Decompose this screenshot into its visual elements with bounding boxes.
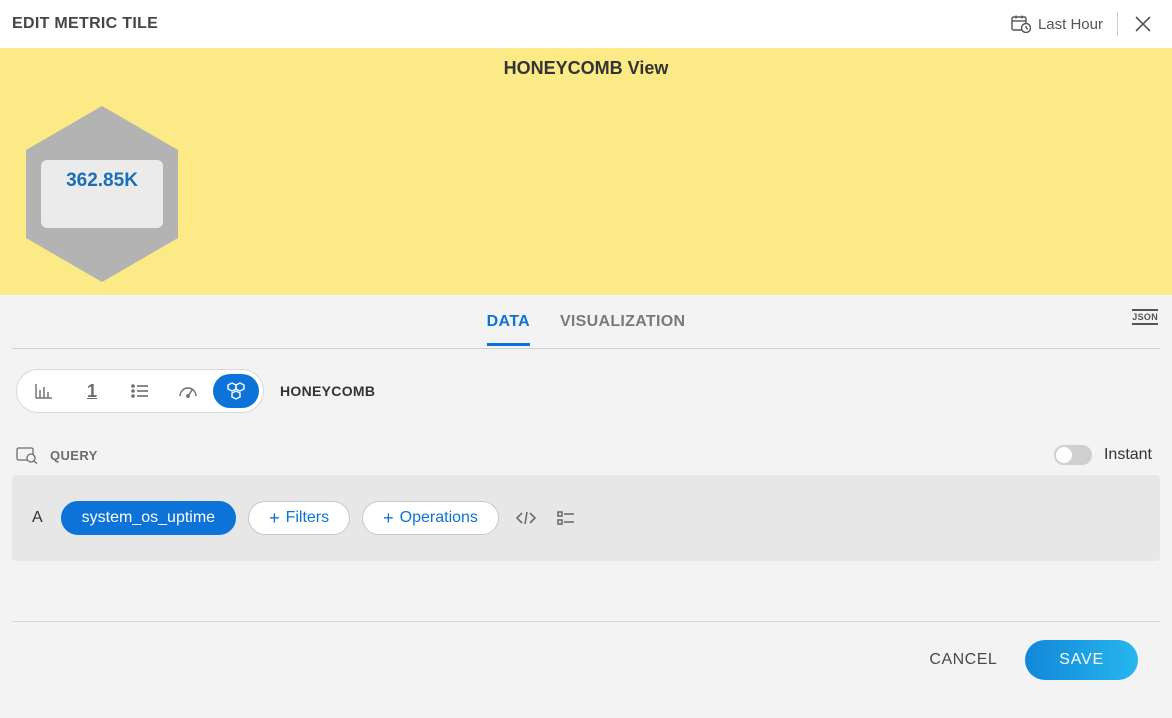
honeycomb-value: 362.85K	[66, 170, 138, 192]
viz-type-list[interactable]	[117, 374, 163, 408]
query-row-a: A system_os_uptime + Filters + Operation…	[12, 475, 1160, 561]
honeycomb-icon	[225, 381, 247, 401]
metric-chip[interactable]: system_os_uptime	[61, 501, 236, 535]
close-button[interactable]	[1132, 13, 1154, 35]
gauge-icon	[177, 382, 199, 400]
single-value-icon: 1	[87, 381, 97, 402]
page-title: EDIT METRIC TILE	[12, 15, 158, 33]
sliders-icon	[557, 510, 575, 526]
tab-data[interactable]: DATA	[487, 313, 530, 346]
plus-icon: +	[383, 509, 394, 527]
operations-label: Operations	[400, 509, 478, 527]
query-section-label: QUERY	[50, 448, 98, 463]
honeycomb-cell[interactable]: 362.85K	[26, 106, 178, 282]
calendar-clock-icon	[1011, 15, 1031, 33]
instant-label: Instant	[1104, 446, 1152, 464]
viz-type-label: HONEYCOMB	[280, 383, 375, 399]
json-button[interactable]: JSON	[1132, 309, 1158, 325]
filters-label: Filters	[286, 509, 330, 527]
add-filters-button[interactable]: + Filters	[248, 501, 350, 535]
code-icon	[515, 510, 537, 526]
preview-panel: HONEYCOMB View 362.85K	[0, 48, 1172, 295]
divider	[1117, 12, 1118, 36]
preview-title: HONEYCOMB View	[0, 58, 1172, 79]
list-icon	[130, 383, 150, 399]
query-letter: A	[32, 509, 43, 527]
honeycomb-value-card: 362.85K	[41, 160, 163, 228]
tab-visualization[interactable]: VISUALIZATION	[560, 313, 685, 346]
viz-type-bar-chart[interactable]	[21, 374, 67, 408]
viz-type-single-value[interactable]: 1	[69, 374, 115, 408]
code-mode-button[interactable]	[511, 506, 541, 530]
builder-mode-button[interactable]	[553, 506, 579, 530]
instant-toggle[interactable]	[1054, 445, 1092, 465]
viz-type-honeycomb[interactable]	[213, 374, 259, 408]
close-icon	[1134, 15, 1152, 33]
plus-icon: +	[269, 509, 280, 527]
cancel-button[interactable]: CANCEL	[929, 651, 997, 669]
save-button[interactable]: SAVE	[1025, 640, 1138, 680]
time-range-label: Last Hour	[1038, 16, 1103, 33]
time-range-picker[interactable]: Last Hour	[1011, 15, 1103, 33]
bar-chart-icon	[34, 382, 54, 400]
viz-type-selector: 1	[16, 369, 264, 413]
query-search-icon	[16, 446, 38, 464]
viz-type-gauge[interactable]	[165, 374, 211, 408]
add-operations-button[interactable]: + Operations	[362, 501, 499, 535]
